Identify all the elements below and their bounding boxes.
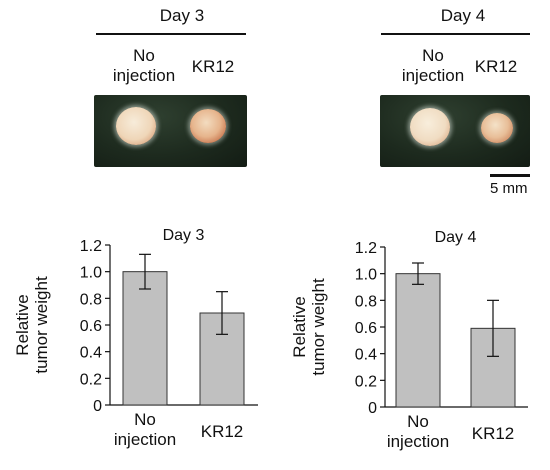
y-axis-label: Relativetumor weight <box>13 276 51 374</box>
y-tick-label: 0 <box>368 400 377 417</box>
scale-bar <box>490 174 530 177</box>
chart-title: Day 3 <box>163 227 205 244</box>
bar <box>122 271 168 406</box>
tumor-photo-day4 <box>380 95 530 167</box>
photo-rule-day4 <box>381 33 530 35</box>
x-category-label: KR12 <box>472 424 515 443</box>
y-tick-label: 0.8 <box>80 291 102 308</box>
photo-label-no-injection-day3: No injection <box>112 46 176 85</box>
x-category-label: KR12 <box>201 422 244 441</box>
photo-label-kr12-day4: KR12 <box>474 57 518 76</box>
photo-label-kr12-day3: KR12 <box>191 57 235 76</box>
tumor-no-injection-day4 <box>410 108 450 146</box>
y-tick-label: 0.4 <box>355 347 377 364</box>
photo-label-no-injection-day4: No injection <box>401 46 465 85</box>
tumor-no-injection-day3 <box>116 107 156 145</box>
scale-bar-label: 5 mm <box>490 180 528 197</box>
y-tick-label: 0.6 <box>80 318 102 335</box>
bar-chart-day3: Day 3 0 0.2 0.4 0.6 0.8 1.0 1.2 Relativetumor we… <box>13 227 258 449</box>
x-category-label: No injection <box>387 412 449 451</box>
tumor-photo-day3 <box>94 95 247 167</box>
bar <box>395 273 441 408</box>
y-tick-label: 0.2 <box>355 373 377 390</box>
y-tick-label: 1.0 <box>355 267 377 284</box>
y-tick-label: 1.2 <box>355 240 377 257</box>
bar-chart-day4: Day 4 0 0.2 0.4 0.6 0.8 1.0 1.2 Relativetumor we… <box>290 229 528 451</box>
x-category-label: No injection <box>114 410 176 449</box>
tumor-kr12-day3 <box>190 109 226 143</box>
y-tick-label: 0.4 <box>80 345 102 362</box>
y-tick-label: 0.6 <box>355 320 377 337</box>
y-tick-label: 1.0 <box>80 265 102 282</box>
photo-title-day4: Day 4 <box>440 6 486 25</box>
tumor-kr12-day4 <box>481 113 513 143</box>
y-tick-label: 1.2 <box>80 238 102 255</box>
chart-title: Day 4 <box>435 229 477 246</box>
photo-rule-day3 <box>96 33 246 35</box>
photo-title-day3: Day 3 <box>159 6 205 25</box>
y-tick-label: 0.8 <box>355 293 377 310</box>
y-tick-label: 0.2 <box>80 371 102 388</box>
y-tick-label: 0 <box>93 398 102 415</box>
y-axis-label: Relativetumor weight <box>290 278 328 376</box>
